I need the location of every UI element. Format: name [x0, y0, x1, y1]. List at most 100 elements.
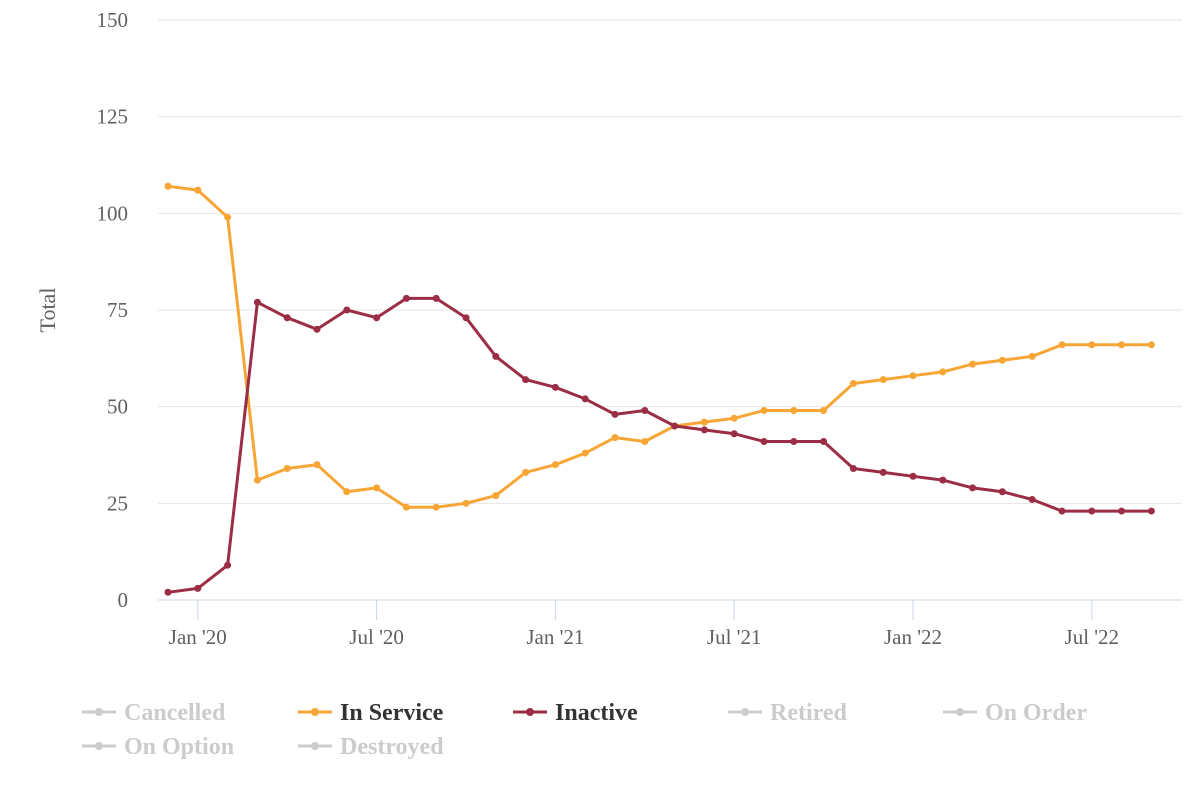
data-point[interactable]: [1058, 341, 1066, 349]
series-line: [166, 296, 1153, 594]
data-point[interactable]: [969, 484, 977, 492]
series-line: [166, 184, 1153, 509]
legend-marker: [311, 708, 319, 716]
legend-item-cancelled[interactable]: Cancelled: [82, 700, 226, 726]
legend-label: Retired: [770, 700, 848, 726]
data-point[interactable]: [373, 484, 381, 492]
data-point[interactable]: [849, 465, 857, 473]
data-point[interactable]: [1088, 507, 1096, 515]
data-point[interactable]: [760, 437, 768, 445]
data-point[interactable]: [790, 437, 798, 445]
data-point[interactable]: [1147, 507, 1155, 515]
legend-marker: [95, 708, 103, 716]
data-point[interactable]: [730, 414, 738, 422]
data-point[interactable]: [343, 306, 351, 314]
data-point[interactable]: [671, 422, 679, 430]
data-point[interactable]: [164, 182, 172, 190]
data-point[interactable]: [1028, 495, 1036, 503]
data-point[interactable]: [1088, 341, 1096, 349]
series-inactive: [164, 294, 1155, 596]
data-point[interactable]: [373, 314, 381, 322]
legend-item-inactive[interactable]: Inactive: [513, 700, 638, 726]
legend-item-on-order[interactable]: On Order: [943, 700, 1087, 726]
data-point[interactable]: [224, 561, 232, 569]
data-point[interactable]: [432, 503, 440, 511]
data-point[interactable]: [879, 376, 887, 384]
x-tick-label: Jan '21: [526, 625, 584, 649]
data-point[interactable]: [1118, 341, 1126, 349]
data-point[interactable]: [760, 407, 768, 415]
data-point[interactable]: [224, 213, 232, 221]
y-tick-label: 150: [97, 8, 129, 32]
legend-label: Destroyed: [340, 734, 444, 760]
legend-item-retired[interactable]: Retired: [728, 700, 848, 726]
y-tick-label: 100: [97, 201, 129, 225]
grid-lines: [158, 19, 1182, 504]
legend-label: In Service: [340, 700, 444, 726]
y-tick-label: 50: [107, 395, 128, 419]
data-point[interactable]: [849, 379, 857, 387]
legend-item-on-option[interactable]: On Option: [82, 734, 234, 760]
legend-marker: [311, 742, 319, 750]
data-point[interactable]: [1147, 341, 1155, 349]
data-point[interactable]: [343, 488, 351, 496]
legend-item-in-service[interactable]: In Service: [298, 700, 444, 726]
data-point[interactable]: [611, 434, 619, 442]
data-point[interactable]: [730, 430, 738, 438]
data-point[interactable]: [1058, 507, 1066, 515]
data-point[interactable]: [402, 294, 410, 302]
data-point[interactable]: [611, 410, 619, 418]
data-point[interactable]: [998, 356, 1006, 364]
legend-label: On Option: [124, 734, 234, 760]
data-point[interactable]: [581, 395, 589, 403]
data-point[interactable]: [492, 492, 500, 500]
data-point[interactable]: [820, 407, 828, 415]
data-point[interactable]: [998, 488, 1006, 496]
data-point[interactable]: [700, 426, 708, 434]
data-point[interactable]: [522, 376, 530, 384]
data-point[interactable]: [581, 449, 589, 457]
data-point[interactable]: [462, 314, 470, 322]
data-point[interactable]: [879, 468, 887, 476]
data-point[interactable]: [641, 437, 649, 445]
data-point[interactable]: [164, 588, 172, 596]
data-point[interactable]: [641, 407, 649, 415]
data-point[interactable]: [700, 418, 708, 426]
series-in-service: [164, 182, 1155, 511]
series: [164, 182, 1155, 596]
data-point[interactable]: [194, 584, 202, 592]
data-point[interactable]: [551, 461, 559, 469]
legend-item-destroyed[interactable]: Destroyed: [298, 734, 444, 760]
data-point[interactable]: [522, 468, 530, 476]
data-point[interactable]: [790, 407, 798, 415]
x-tick-label: Jul '21: [707, 625, 762, 649]
x-tick-label: Jan '22: [884, 625, 942, 649]
data-point[interactable]: [432, 294, 440, 302]
data-point[interactable]: [820, 437, 828, 445]
data-point[interactable]: [194, 186, 202, 194]
data-point[interactable]: [313, 325, 321, 333]
legend-label: Cancelled: [124, 700, 226, 726]
data-point[interactable]: [551, 383, 559, 391]
data-point[interactable]: [253, 476, 261, 484]
y-tick-label: 75: [107, 298, 128, 322]
data-point[interactable]: [1028, 352, 1036, 360]
data-point[interactable]: [1118, 507, 1126, 515]
data-point[interactable]: [462, 499, 470, 507]
legend-marker: [95, 742, 103, 750]
y-tick-label: 25: [107, 491, 128, 515]
data-point[interactable]: [492, 352, 500, 360]
data-point[interactable]: [253, 298, 261, 306]
data-point[interactable]: [909, 372, 917, 380]
data-point[interactable]: [313, 461, 321, 469]
data-point[interactable]: [909, 472, 917, 480]
data-point[interactable]: [939, 368, 947, 376]
data-point[interactable]: [283, 314, 291, 322]
data-point[interactable]: [402, 503, 410, 511]
legend-label: Inactive: [555, 700, 638, 726]
data-point[interactable]: [283, 465, 291, 473]
data-point[interactable]: [939, 476, 947, 484]
data-point[interactable]: [969, 360, 977, 368]
x-tick-label: Jan '20: [169, 625, 227, 649]
